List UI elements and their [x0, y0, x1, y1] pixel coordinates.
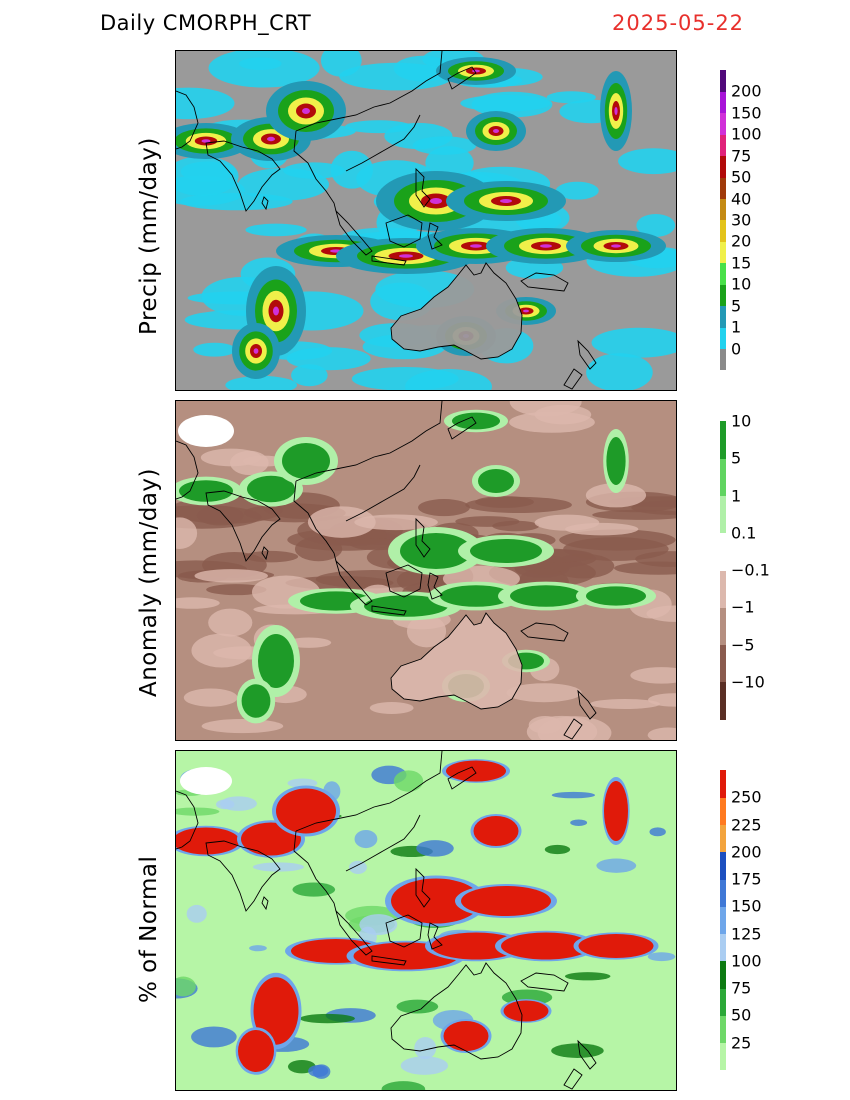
colorbar-tick-label: 0.1	[731, 523, 757, 543]
colorbar-swatch	[720, 960, 726, 989]
colorbar-swatch	[720, 824, 726, 853]
colorbar-tick-label: 75	[731, 146, 752, 166]
colorbar-tick-label: 0	[731, 339, 742, 359]
colorbar-tick-label: 150	[731, 103, 762, 123]
colorbar-swatch	[720, 220, 726, 242]
colorbar-tick-label: 200	[731, 842, 762, 862]
colorbar-tick-label: 5	[731, 448, 742, 468]
colorbar-swatch	[720, 458, 726, 496]
percent-normal-colorbar: 25 50 75 100 125 150 175 200 225 250	[720, 770, 762, 1071]
anomaly-map	[175, 400, 677, 741]
colorbar-swatch	[720, 348, 726, 371]
colorbar-tick-label: 10	[731, 411, 752, 431]
percent-normal-axis-label: % of Normal	[136, 855, 162, 1003]
colorbar-tick-label: −0.1	[731, 560, 770, 580]
anomaly-map-svg	[176, 401, 676, 740]
date-label: 2025-05-22	[612, 11, 745, 35]
colorbar-swatch	[720, 1015, 726, 1044]
precip-map-svg	[176, 51, 676, 390]
coastline-layer	[176, 401, 597, 740]
colorbar-tick-label: 175	[731, 869, 762, 889]
colorbar-tick-label: 50	[731, 1005, 752, 1025]
land-anomaly-region	[391, 613, 522, 709]
colorbar-tick-label: 50	[731, 167, 752, 187]
colorbar-swatch	[720, 851, 726, 880]
colorbar-swatch	[720, 91, 726, 114]
colorbar-swatch	[720, 1042, 726, 1071]
colorbar-swatch	[720, 607, 726, 645]
colorbar-swatch	[720, 134, 726, 157]
colorbar-tick-label: 1	[731, 486, 742, 505]
colorbar-swatch	[720, 681, 726, 720]
colorbar-swatch	[720, 327, 726, 350]
colorbar-tick-label: −5	[731, 635, 755, 654]
colorbar-swatch	[720, 198, 726, 221]
colorbar-tick-label: 20	[731, 231, 752, 251]
colorbar-swatch	[720, 155, 726, 178]
colorbar-swatch	[720, 933, 726, 962]
colorbar-tick-label: 25	[731, 1033, 752, 1053]
colorbar-swatch	[720, 241, 726, 264]
colorbar-tick-label: −10	[731, 672, 765, 692]
colorbar-swatch	[720, 112, 726, 135]
precip-map	[175, 50, 677, 391]
precip-axis-label: Precip (mm/day)	[136, 137, 162, 335]
anomaly-axis-label: Anomaly (mm/day)	[136, 467, 162, 697]
colorbar-swatch	[720, 532, 726, 571]
colorbar-tick-label: −1	[731, 597, 755, 617]
colorbar-tick-label: 15	[731, 253, 752, 273]
colorbar-tick-label: 225	[731, 815, 762, 835]
colorbar-swatch	[720, 988, 726, 1016]
colorbar-swatch	[720, 421, 726, 459]
colorbar-tick-label: 250	[731, 787, 762, 807]
colorbar-swatch	[720, 879, 726, 907]
colorbar-swatch	[720, 177, 726, 200]
colorbar-tick-label: 5	[731, 296, 742, 316]
coastline-layer	[176, 51, 597, 390]
colorbar-tick-label: 125	[731, 924, 762, 944]
colorbar-swatch	[720, 495, 726, 534]
anomaly-field	[176, 401, 676, 740]
colorbar-swatch	[720, 770, 726, 798]
colorbar-swatch	[720, 570, 726, 608]
colorbar-tick-label: 30	[731, 210, 752, 230]
colorbar-swatch	[720, 644, 726, 683]
colorbar-tick-label: 10	[731, 274, 752, 294]
product-title: Daily CMORPH_CRT	[100, 11, 312, 35]
coastline-layer	[176, 751, 597, 1090]
anomaly-colorbar: −10 −5 −1 −0.1 0.1 1 5 10	[720, 412, 770, 720]
colorbar-tick-label: 150	[731, 896, 762, 916]
precip-colorbar: 0 1 5 10 15 20 30 40 50 75 100 150 200	[720, 70, 762, 371]
colorbar-swatch	[720, 797, 726, 826]
colorbar-tick-label: 100	[731, 951, 762, 971]
colorbar-swatch	[720, 305, 726, 328]
colorbar-tick-label: 100	[731, 124, 762, 144]
percent-normal-map	[175, 750, 677, 1091]
colorbar-tick-label: 75	[731, 978, 752, 998]
colorbar-swatch	[720, 262, 726, 285]
dry-land-region	[391, 263, 522, 359]
percent-normal-map-svg	[176, 751, 676, 1090]
colorbar-swatch	[720, 284, 726, 307]
colorbar-tick-label: 40	[731, 189, 752, 209]
colorbar-tick-label: 200	[731, 81, 762, 101]
colorbar-swatch	[720, 70, 726, 92]
colorbar-swatch	[720, 906, 726, 935]
colorbar-tick-label: 1	[731, 317, 742, 337]
